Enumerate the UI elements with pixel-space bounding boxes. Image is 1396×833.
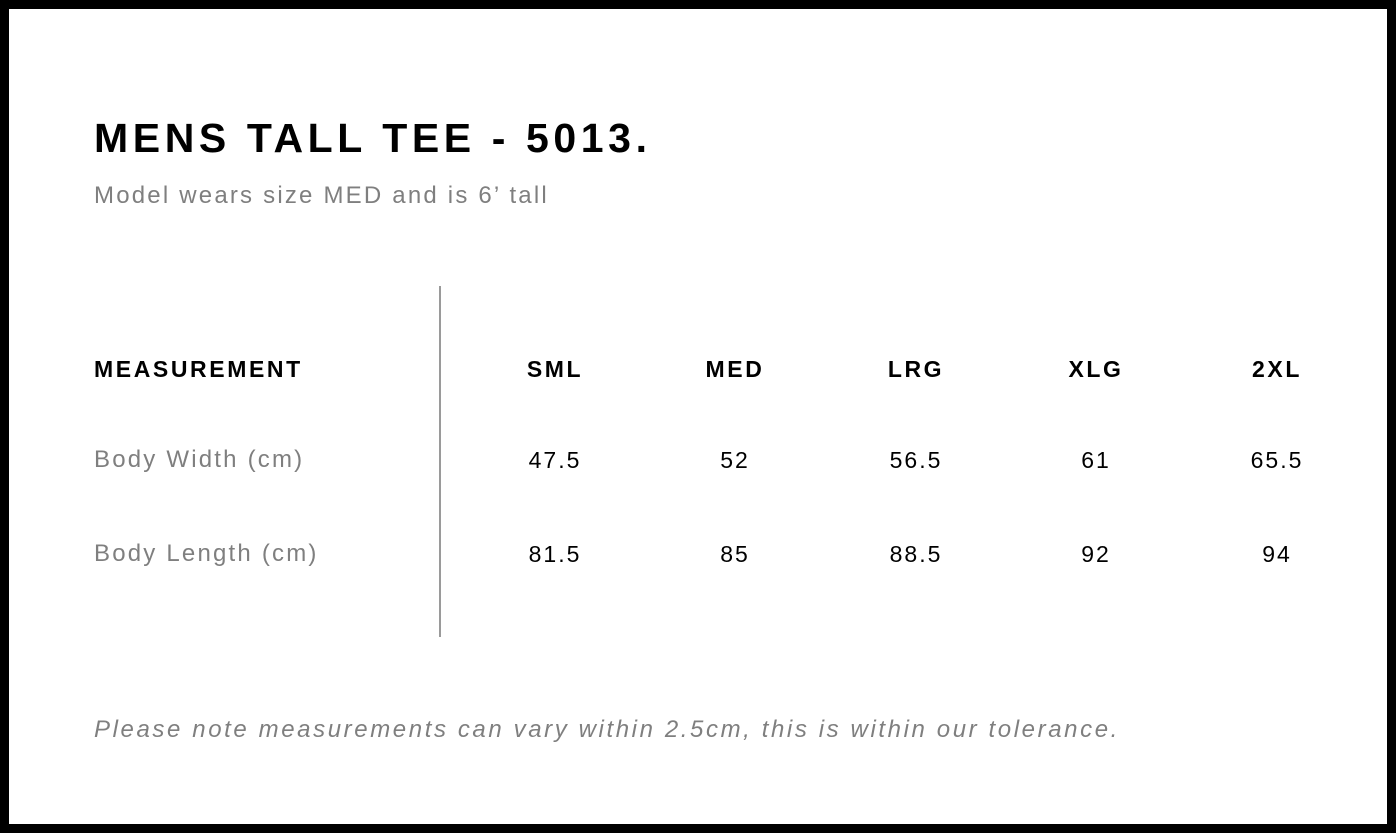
table-cell: 81.5 (528, 541, 582, 567)
table-cell: 85 (720, 541, 750, 567)
header-measurement: MEASUREMENT (94, 356, 303, 382)
subtitle: Model wears size MED and is 6’ tall (94, 182, 549, 209)
header-size-lrg: LRG (887, 356, 945, 382)
tolerance-note: Please note measurements can vary within… (94, 716, 1120, 743)
table-cell: 52 (720, 447, 750, 473)
header-size-xlg: XLG (1068, 356, 1124, 382)
size-chart-card: MENS TALL TEE - 5013. Model wears size M… (9, 9, 1387, 824)
table-cell: 47.5 (528, 447, 582, 473)
table-cell: 92 (1081, 541, 1111, 567)
table-cell: 88.5 (889, 541, 943, 567)
header-size-2xl: 2XL (1252, 356, 1302, 382)
row-label: Body Width (cm) (94, 446, 305, 473)
page-title: MENS TALL TEE - 5013. (94, 115, 652, 161)
header-size-sml: SML (526, 356, 584, 382)
column-divider (439, 286, 441, 637)
table-cell: 61 (1081, 447, 1111, 473)
table-cell: 94 (1262, 541, 1292, 567)
table-cell: 65.5 (1250, 447, 1304, 473)
row-label: Body Length (cm) (94, 540, 319, 567)
header-size-med: MED (705, 356, 765, 382)
table-cell: 56.5 (889, 447, 943, 473)
